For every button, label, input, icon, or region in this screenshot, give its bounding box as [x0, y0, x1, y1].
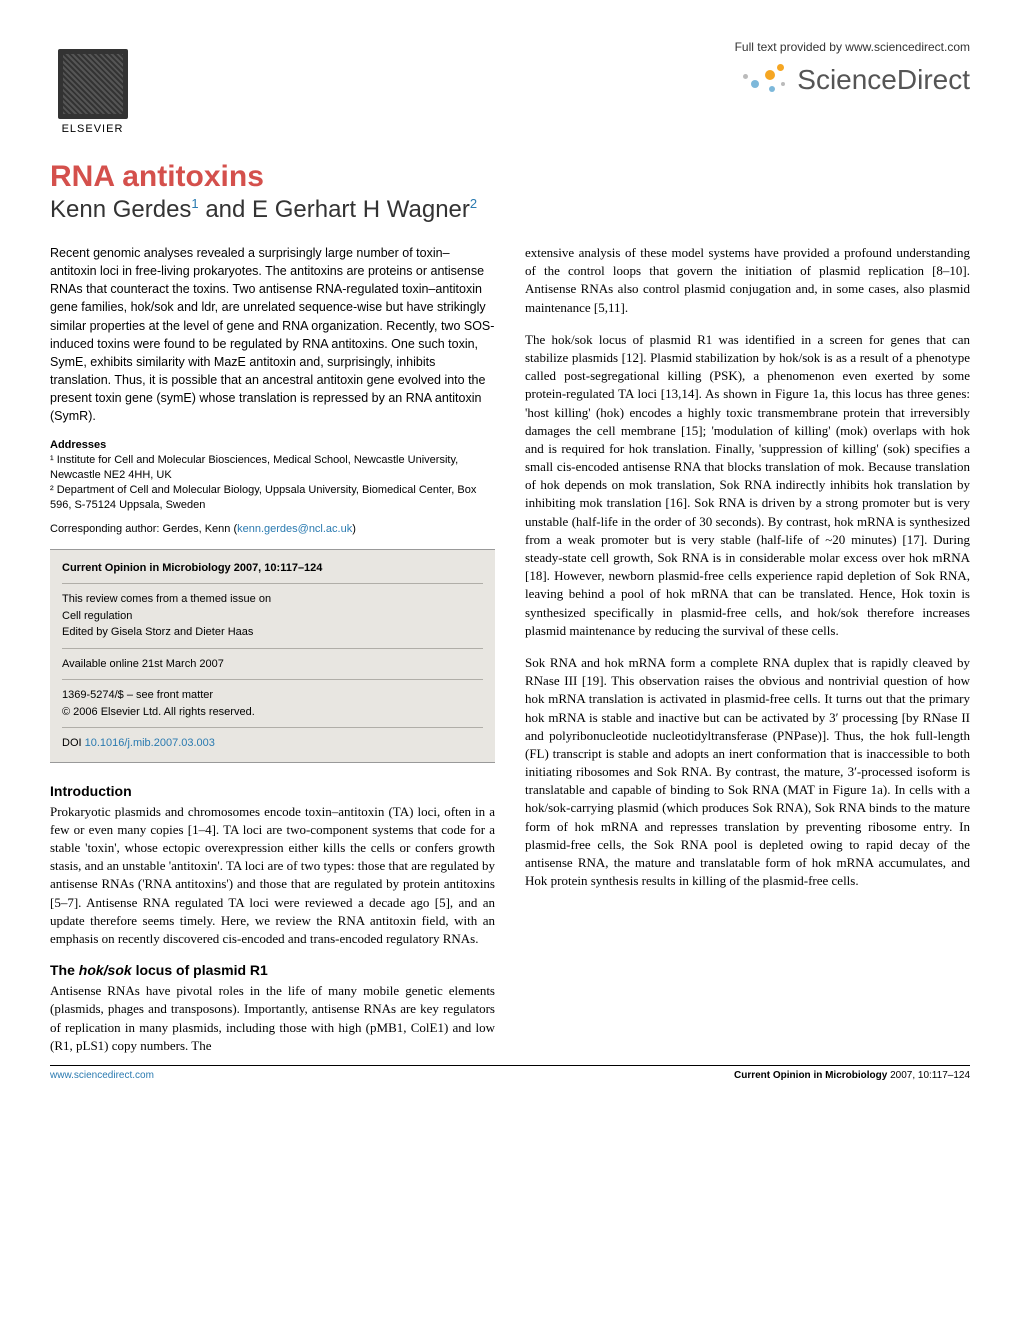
article-title: RNA antitoxins — [50, 160, 970, 194]
copyright-line: © 2006 Elsevier Ltd. All rights reserved… — [62, 704, 483, 721]
left-column: Recent genomic analyses revealed a surpr… — [50, 244, 495, 1055]
corresponding-email-link[interactable]: kenn.gerdes@ncl.ac.uk — [237, 523, 352, 535]
author-list: Kenn Gerdes1 and E Gerhart H Wagner2 — [50, 196, 970, 224]
page-footer: www.sciencedirect.com Current Opinion in… — [50, 1065, 970, 1081]
doi-link[interactable]: 10.1016/j.mib.2007.03.003 — [85, 737, 215, 749]
section-heading-hoksok: The hok/sok locus of plasmid R1 — [50, 962, 495, 978]
section-heading-introduction: Introduction — [50, 783, 495, 799]
publisher-logo-block: ELSEVIER — [50, 40, 135, 135]
edited-by-line: Edited by Gisela Storz and Dieter Haas — [62, 624, 483, 641]
intro-paragraph: Prokaryotic plasmids and chromosomes enc… — [50, 803, 495, 949]
elsevier-logo: ELSEVIER — [50, 40, 135, 135]
provided-by-text: Full text provided by www.sciencedirect.… — [735, 40, 970, 54]
author-affil: 1 — [191, 196, 198, 211]
title-block: RNA antitoxins Kenn Gerdes1 and E Gerhar… — [50, 160, 970, 224]
page-header: ELSEVIER Full text provided by www.scien… — [50, 40, 970, 135]
themed-issue-line1: This review comes from a themed issue on — [62, 591, 483, 608]
sciencedirect-label: ScienceDirect — [797, 64, 970, 96]
footer-pages: 2007, 10:117–124 — [887, 1070, 970, 1081]
right-column: extensive analysis of these model system… — [525, 244, 970, 1055]
elsevier-tree-icon — [58, 49, 128, 119]
provider-block: Full text provided by www.sciencedirect.… — [735, 40, 970, 97]
issn-line: 1369-5274/$ – see front matter — [62, 687, 483, 704]
hoksok-para2: extensive analysis of these model system… — [525, 244, 970, 317]
elsevier-label: ELSEVIER — [62, 123, 124, 135]
heading-pre: The — [50, 962, 79, 978]
author-name: Kenn Gerdes — [50, 196, 191, 223]
author-joiner: and — [199, 196, 252, 223]
article-info-box: Current Opinion in Microbiology 2007, 10… — [50, 549, 495, 763]
journal-line: Current Opinion in Microbiology 2007, 10… — [62, 562, 322, 574]
hoksok-para4: Sok RNA and hok mRNA form a complete RNA… — [525, 654, 970, 890]
author-affil: 2 — [470, 196, 477, 211]
footer-citation: Current Opinion in Microbiology 2007, 10… — [734, 1070, 970, 1081]
doi-line: DOI 10.1016/j.mib.2007.03.003 — [62, 735, 483, 752]
journal-citation: Current Opinion in Microbiology 2007, 10… — [62, 560, 483, 577]
corresponding-close: ) — [352, 523, 356, 535]
address-item: ² Department of Cell and Molecular Biolo… — [50, 483, 495, 513]
hoksok-para1: Antisense RNAs have pivotal roles in the… — [50, 982, 495, 1055]
abstract-text: Recent genomic analyses revealed a surpr… — [50, 244, 495, 425]
themed-issue-line2: Cell regulation — [62, 608, 483, 625]
addresses-list: ¹ Institute for Cell and Molecular Biosc… — [50, 453, 495, 512]
hoksok-para3: The hok/sok locus of plasmid R1 was iden… — [525, 331, 970, 640]
heading-post: locus of plasmid R1 — [132, 962, 268, 978]
heading-ital: hok/sok — [79, 962, 132, 978]
footer-url-link[interactable]: www.sciencedirect.com — [50, 1070, 154, 1081]
corresponding-label: Corresponding author: Gerdes, Kenn ( — [50, 523, 237, 535]
corresponding-author: Corresponding author: Gerdes, Kenn (kenn… — [50, 523, 495, 535]
two-column-layout: Recent genomic analyses revealed a surpr… — [50, 244, 970, 1055]
author-name: E Gerhart H Wagner — [252, 196, 470, 223]
address-item: ¹ Institute for Cell and Molecular Biosc… — [50, 453, 495, 483]
online-date-line: Available online 21st March 2007 — [62, 656, 483, 673]
doi-label: DOI — [62, 737, 85, 749]
sciencedirect-dots-icon — [737, 62, 787, 97]
footer-journal: Current Opinion in Microbiology — [734, 1070, 887, 1081]
sciencedirect-logo: ScienceDirect — [735, 62, 970, 97]
addresses-heading: Addresses — [50, 439, 495, 451]
